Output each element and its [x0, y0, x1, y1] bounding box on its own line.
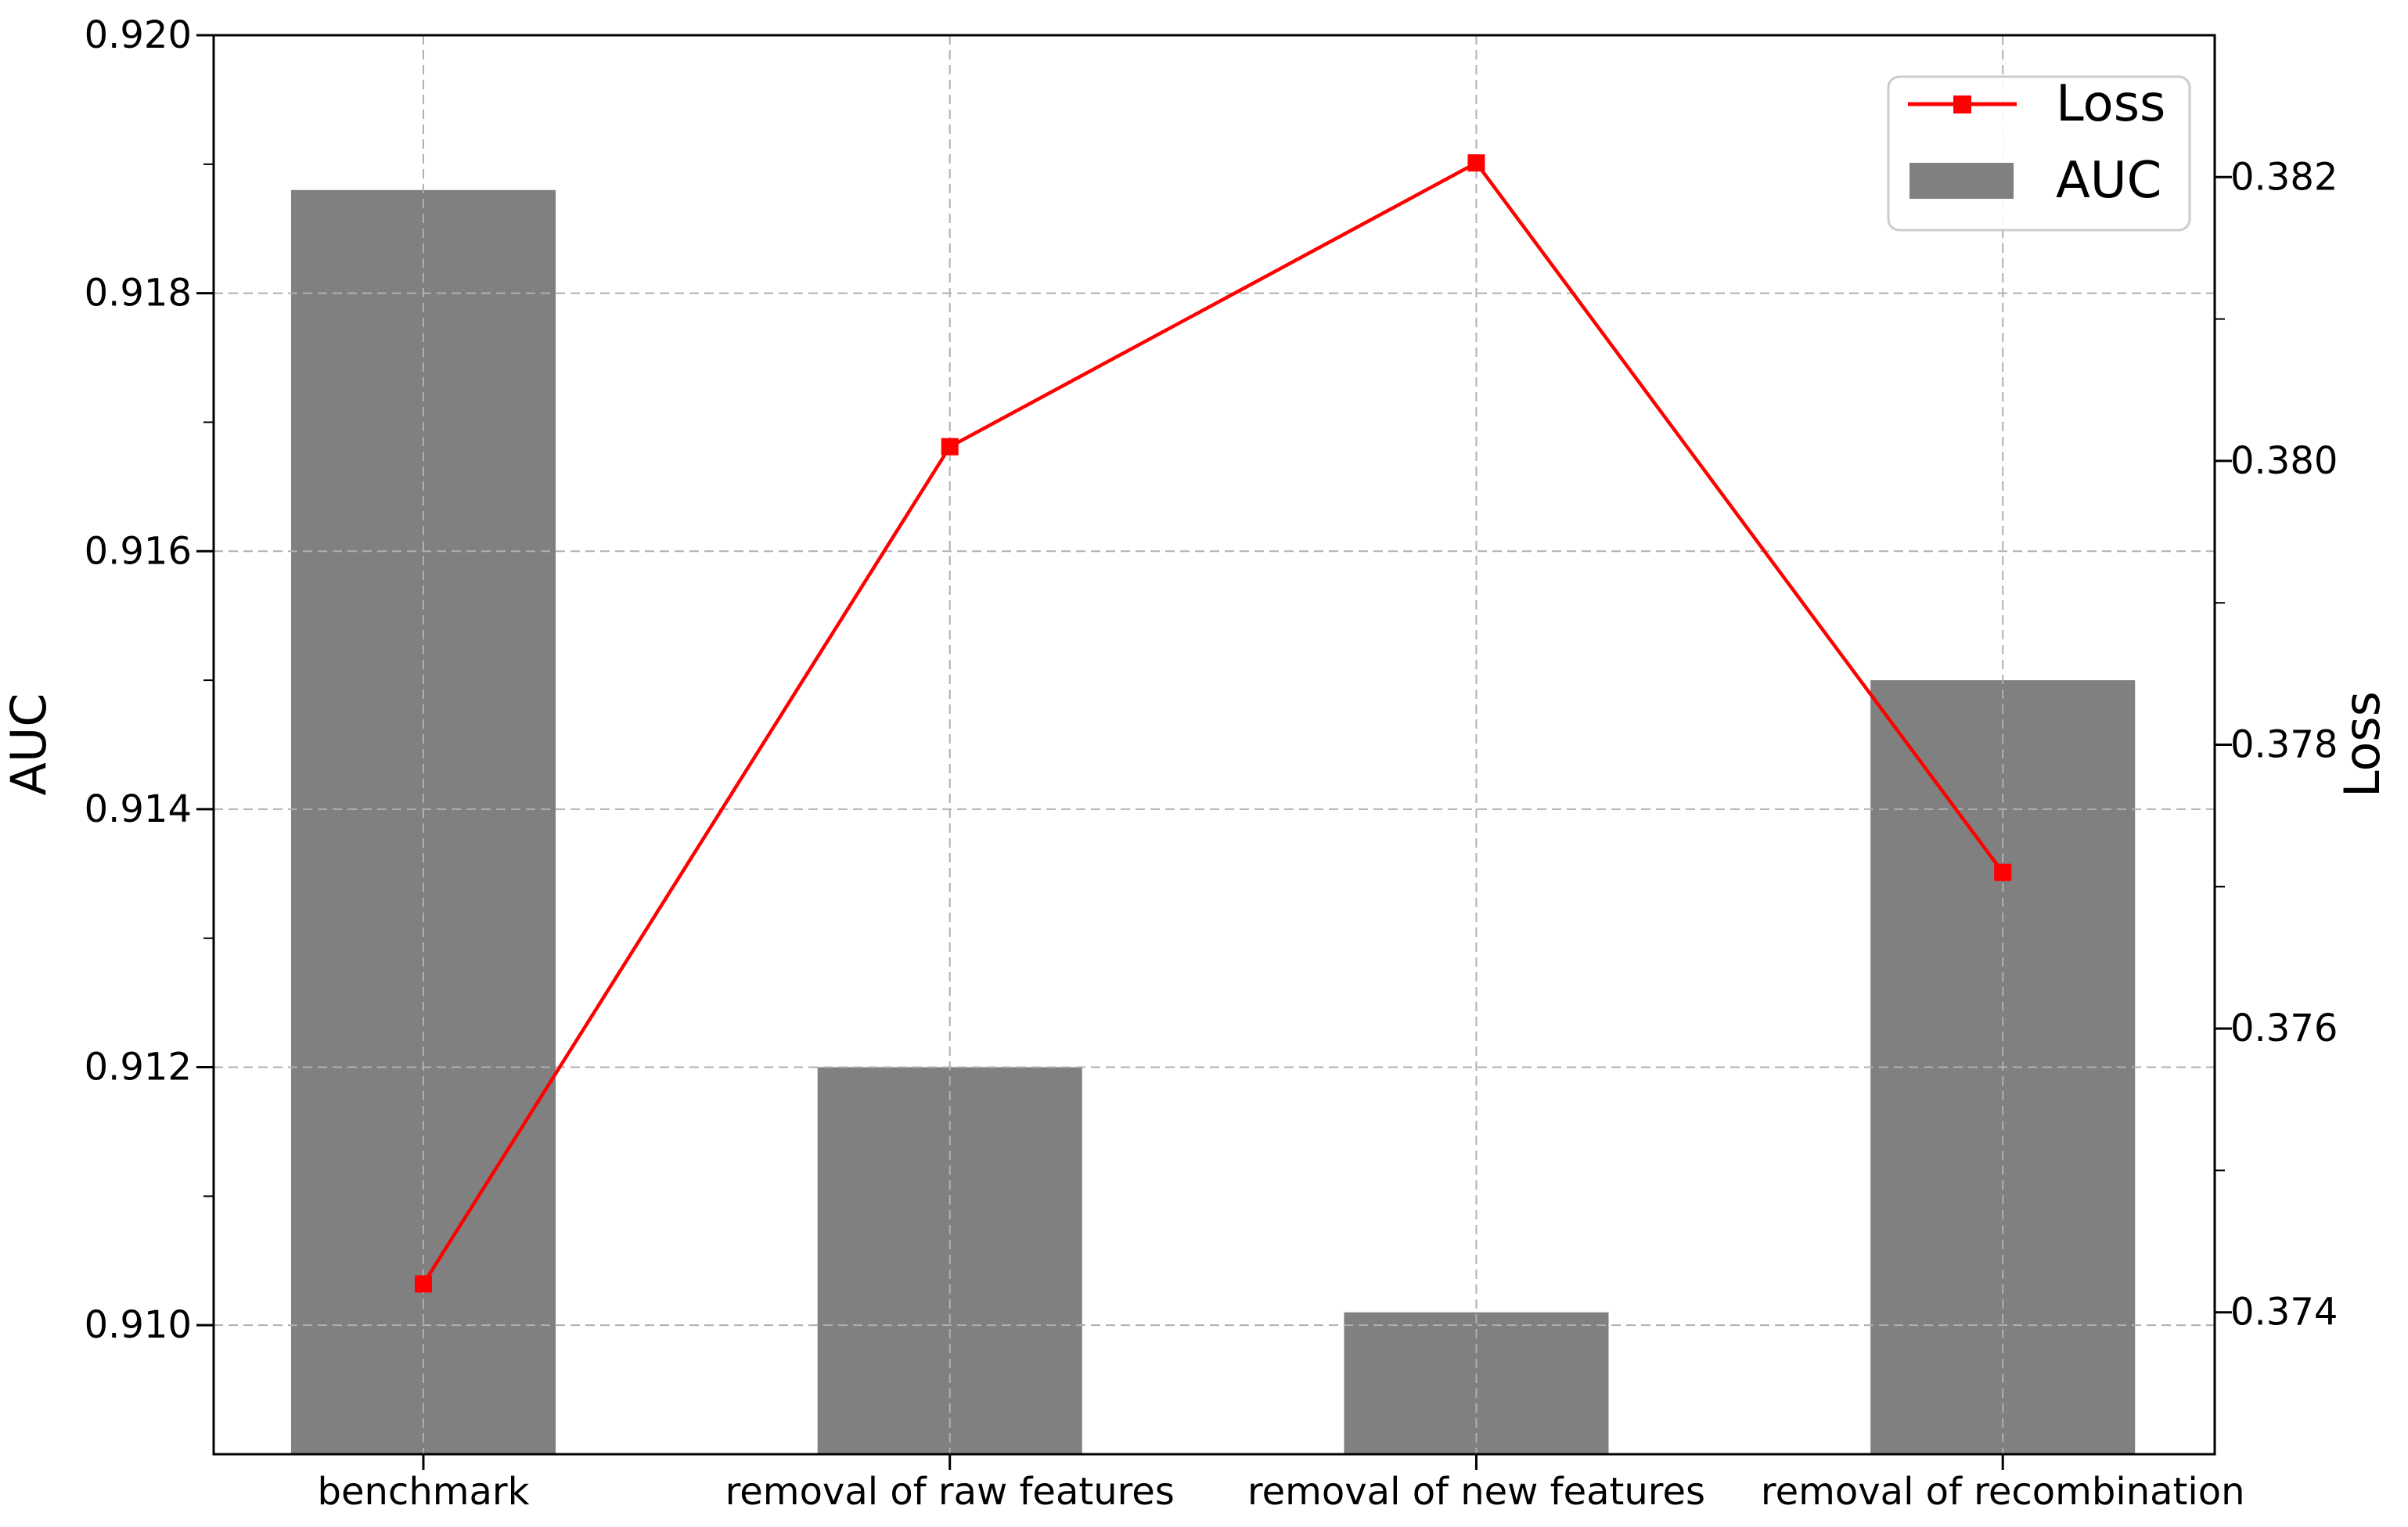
x-tick-label: removal of new features [1247, 1470, 1705, 1514]
right-tick-label: 0.382 [2230, 155, 2338, 199]
legend: Loss AUC [1887, 75, 2191, 232]
gridlines-layer [214, 35, 2215, 1454]
loss-line [422, 160, 2005, 1285]
loss-line-layer [414, 154, 2012, 1293]
left-tick-label: 0.912 [85, 1046, 192, 1089]
right-tick-label: 0.380 [2230, 439, 2338, 483]
x-tick-label: removal of raw features [725, 1470, 1175, 1514]
legend-auc-swatch [1909, 163, 2014, 199]
loss-marker [941, 438, 959, 456]
left-tick-label: 0.920 [85, 13, 192, 57]
left-tick-label: 0.916 [85, 529, 192, 573]
right-axis-title: Loss [2334, 691, 2391, 798]
loss-marker [1994, 863, 2012, 881]
left-axis-title: AUC [0, 693, 57, 795]
auc-bars-layer [290, 189, 2136, 1454]
legend-loss-label: Loss [2056, 75, 2165, 133]
left-tick-label: 0.910 [85, 1303, 192, 1347]
loss-marker [414, 1275, 432, 1293]
x-tick-label: benchmark [318, 1470, 530, 1514]
left-tick-label: 0.914 [85, 787, 192, 831]
legend-auc-label: AUC [2056, 152, 2161, 210]
axes-layer [196, 34, 2232, 1470]
tick-labels-layer: 0.910 0.912 0.914 0.916 0.918 0.920 0.374 0.376… [85, 13, 2338, 1514]
x-tick-label: removal of recombination [1761, 1470, 2245, 1514]
right-tick-label: 0.378 [2230, 723, 2338, 767]
right-tick-label: 0.374 [2230, 1291, 2338, 1334]
loss-marker [1467, 154, 1485, 172]
legend-loss-marker [1953, 95, 1971, 113]
left-tick-label: 0.918 [85, 272, 192, 315]
right-tick-label: 0.376 [2230, 1007, 2338, 1050]
